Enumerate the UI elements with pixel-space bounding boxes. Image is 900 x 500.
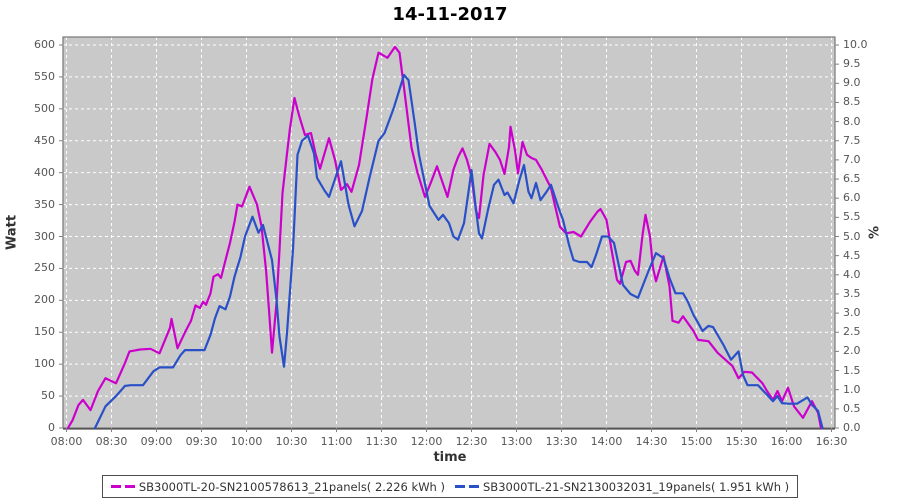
y-right-tick-label: 3.0 bbox=[843, 306, 861, 320]
y-left-tick-label: 200 bbox=[34, 293, 55, 307]
y-right-tick-label: 4.0 bbox=[843, 267, 861, 281]
series1-label: SB3000TL-20-SN2100578613_21panels( 2.226… bbox=[138, 479, 445, 494]
legend-box: SB3000TL-20-SN2100578613_21panels( 2.226… bbox=[101, 475, 799, 498]
y-right-tick-label: 9.5 bbox=[843, 57, 861, 71]
legend: SB3000TL-20-SN2100578613_21panels( 2.226… bbox=[0, 475, 900, 498]
y-right-tick-label: 8.5 bbox=[843, 95, 861, 109]
y-left-tick-label: 550 bbox=[34, 69, 55, 83]
y-right-tick-label: 7.0 bbox=[843, 152, 861, 166]
x-tick-label: 14:00 bbox=[590, 435, 623, 448]
y-right-tick-label: 1.5 bbox=[843, 363, 861, 377]
y-right-tick-label: 5.0 bbox=[843, 229, 861, 243]
x-tick-label: 15:30 bbox=[725, 435, 758, 448]
y-left-tick-label: 450 bbox=[34, 133, 55, 147]
y-right-tick-label: 1.0 bbox=[843, 382, 861, 396]
series1-line-swatch bbox=[110, 485, 135, 488]
plot-area-background[interactable] bbox=[63, 37, 835, 428]
y-right-tick-label: 0.0 bbox=[843, 421, 861, 434]
y-right-tick-label: 0.5 bbox=[843, 401, 861, 415]
y-left-tick-label: 300 bbox=[34, 229, 55, 243]
y-right-tick-label: 2.5 bbox=[843, 325, 861, 339]
x-tick-label: 11:00 bbox=[320, 435, 353, 448]
y-right-tick-label: 3.5 bbox=[843, 286, 861, 300]
legend-item-series1: SB3000TL-20-SN2100578613_21panels( 2.226… bbox=[110, 479, 445, 494]
series2-label: SB3000TL-21-SN2130032031_19panels( 1.951… bbox=[483, 479, 790, 494]
y-right-tick-label: 5.5 bbox=[843, 210, 861, 224]
x-tick-label: 10:00 bbox=[230, 435, 263, 448]
y-left-tick-label: 400 bbox=[34, 165, 55, 179]
legend-item-series2: SB3000TL-21-SN2130032031_19panels( 1.951… bbox=[455, 480, 789, 494]
x-tick-label: 10:30 bbox=[275, 435, 308, 448]
y-right-tick-label: 6.0 bbox=[843, 191, 861, 205]
series2-line-swatch bbox=[455, 485, 479, 488]
y-left-tick-label: 250 bbox=[34, 261, 55, 275]
x-tick-label: 14:30 bbox=[635, 435, 668, 448]
x-axis-label: time bbox=[433, 450, 467, 465]
y-right-tick-label: 2.0 bbox=[843, 344, 861, 358]
x-tick-label: 13:00 bbox=[500, 435, 533, 448]
y-left-tick-label: 500 bbox=[34, 101, 55, 115]
x-tick-label: 12:00 bbox=[410, 435, 443, 448]
x-tick-label: 08:30 bbox=[95, 435, 128, 448]
y-left-tick-label: 600 bbox=[34, 38, 55, 51]
y-right-tick-label: 7.5 bbox=[843, 133, 861, 147]
y-left-tick-label: 0 bbox=[48, 421, 55, 434]
y-right-tick-label: 8.0 bbox=[843, 114, 861, 128]
y-left-tick-label: 350 bbox=[34, 197, 55, 211]
series-line-2 bbox=[93, 73, 824, 430]
x-tick-label: 16:00 bbox=[770, 435, 803, 448]
x-tick-label: 16:30 bbox=[815, 435, 848, 448]
x-tick-label: 09:00 bbox=[140, 435, 173, 448]
x-tick-label: 08:00 bbox=[50, 435, 83, 448]
x-tick-label: 15:00 bbox=[680, 435, 713, 448]
y-right-tick-label: 6.5 bbox=[843, 172, 861, 186]
y-left-tick-label: 150 bbox=[34, 325, 55, 339]
x-tick-label: 09:30 bbox=[185, 435, 218, 448]
chart-title: 14-11-2017 bbox=[392, 4, 508, 25]
x-tick-label: 12:30 bbox=[455, 435, 488, 448]
y-right-tick-label: 4.5 bbox=[843, 248, 861, 262]
y-right-tick-label: 10.0 bbox=[843, 38, 868, 51]
x-tick-label: 13:30 bbox=[545, 435, 578, 448]
x-tick-label: 11:30 bbox=[365, 435, 398, 448]
y-left-tick-label: 100 bbox=[34, 357, 55, 371]
y-left-tick-label: 50 bbox=[41, 389, 55, 403]
y-right-tick-label: 9.0 bbox=[843, 76, 861, 90]
